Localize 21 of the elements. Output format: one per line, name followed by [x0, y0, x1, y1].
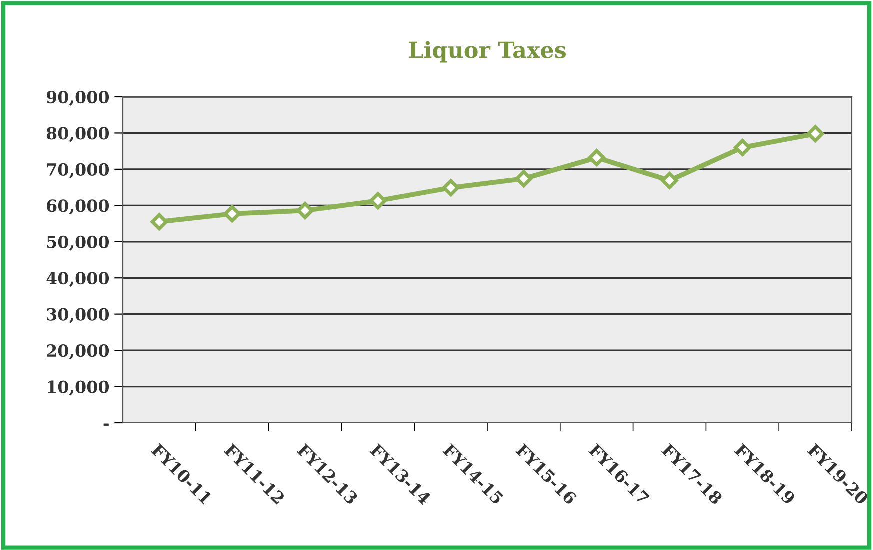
- point: [150, 213, 168, 231]
- point: [588, 149, 606, 166]
- point: [296, 202, 314, 220]
- point: [224, 205, 241, 223]
- chart-title: Liquor Taxes: [409, 41, 566, 63]
- y-tick-label: 60,000: [47, 200, 110, 215]
- y-tick-label: 10,000: [48, 380, 110, 396]
- y-tick-label: 50,000: [47, 236, 110, 251]
- y-tick-label: 40,000: [46, 272, 110, 288]
- y-tick-label: 80,000: [46, 127, 110, 142]
- point: [370, 192, 387, 210]
- point: [661, 172, 678, 190]
- y-tick-label: -: [104, 424, 109, 426]
- point: [806, 125, 824, 143]
- y-tick-label: 90,000: [46, 90, 110, 106]
- point: [515, 170, 533, 188]
- y-tick-label: 70,000: [47, 163, 110, 179]
- y-tick-label: 20,000: [47, 344, 110, 360]
- point: [734, 139, 752, 156]
- point: [442, 179, 460, 197]
- y-tick-label: 30,000: [47, 308, 110, 324]
